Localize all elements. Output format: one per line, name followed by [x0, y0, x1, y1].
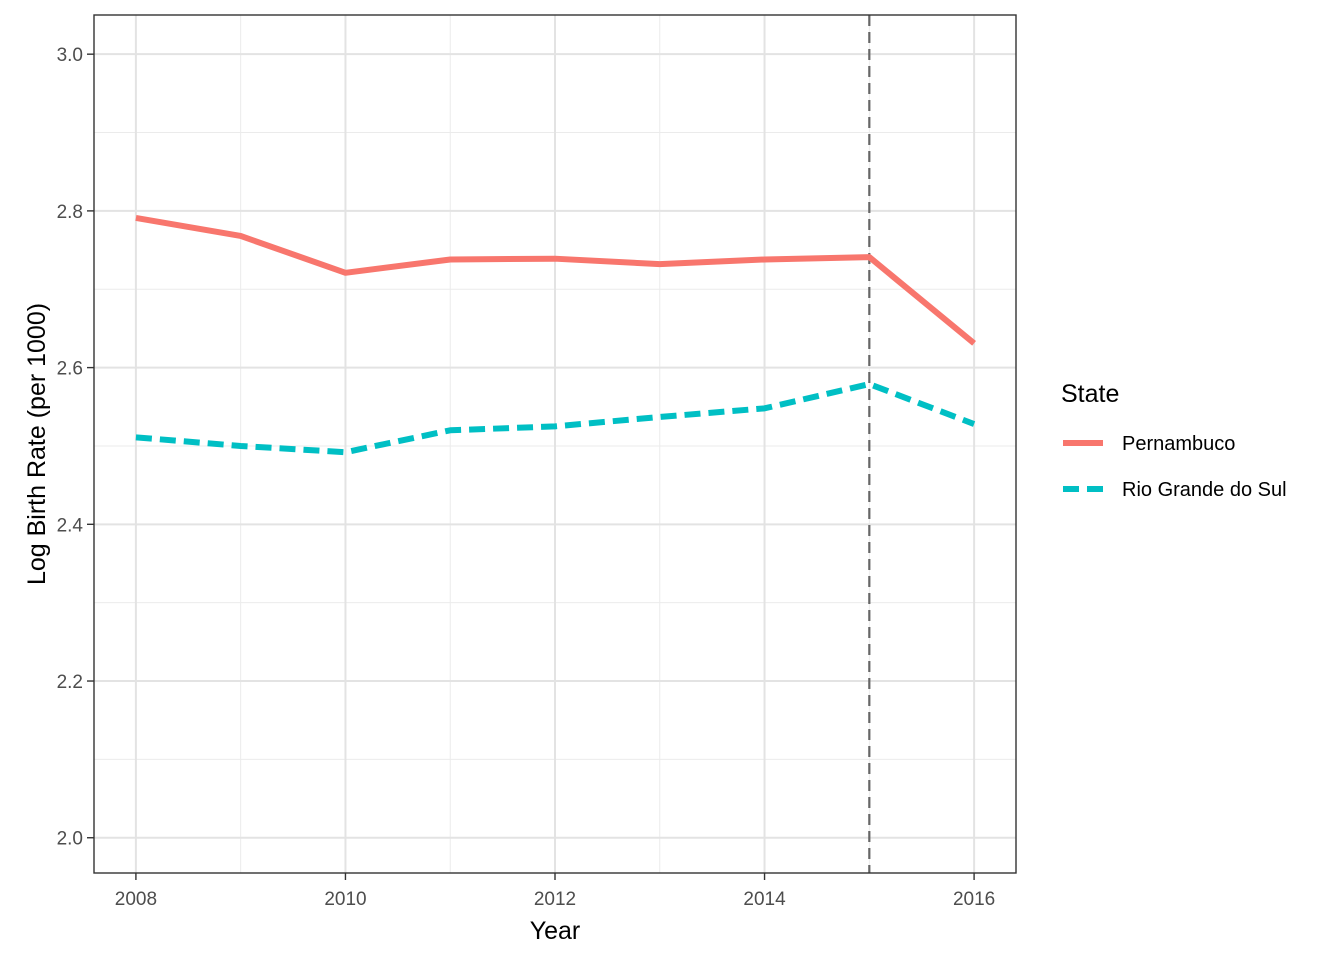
- y-tick-label: 2.6: [57, 359, 83, 380]
- y-tick-label: 2.0: [57, 829, 83, 850]
- legend-label: Pernambuco: [1122, 433, 1235, 455]
- x-axis-title: Year: [530, 917, 581, 945]
- y-axis: 2.0 2.2 2.4 2.6 2.8 3.0: [57, 45, 94, 850]
- series-layer: [135, 214, 976, 456]
- series-line-pernambuco: [135, 214, 976, 346]
- series-line-rio-grande-do-sul: [135, 381, 976, 456]
- major-gridlines: [94, 15, 1016, 873]
- y-tick-label: 2.4: [57, 515, 84, 536]
- x-tick-label: 2008: [115, 889, 157, 910]
- legend-label: Rio Grande do Sul: [1122, 479, 1287, 501]
- x-tick-label: 2016: [953, 889, 995, 910]
- y-tick-label: 2.2: [57, 672, 83, 693]
- x-axis: 2008 2010 2012 2014 2016: [115, 873, 995, 910]
- x-tick-label: 2012: [534, 889, 576, 910]
- y-tick-label: 3.0: [57, 45, 83, 66]
- x-tick-label: 2014: [743, 889, 786, 910]
- legend-title: State: [1061, 380, 1119, 408]
- y-axis-title: Log Birth Rate (per 1000): [23, 303, 51, 585]
- y-tick-label: 2.8: [57, 202, 83, 223]
- x-tick-label: 2010: [324, 889, 366, 910]
- legend: State Pernambuco Rio Grande do Sul: [1061, 380, 1287, 501]
